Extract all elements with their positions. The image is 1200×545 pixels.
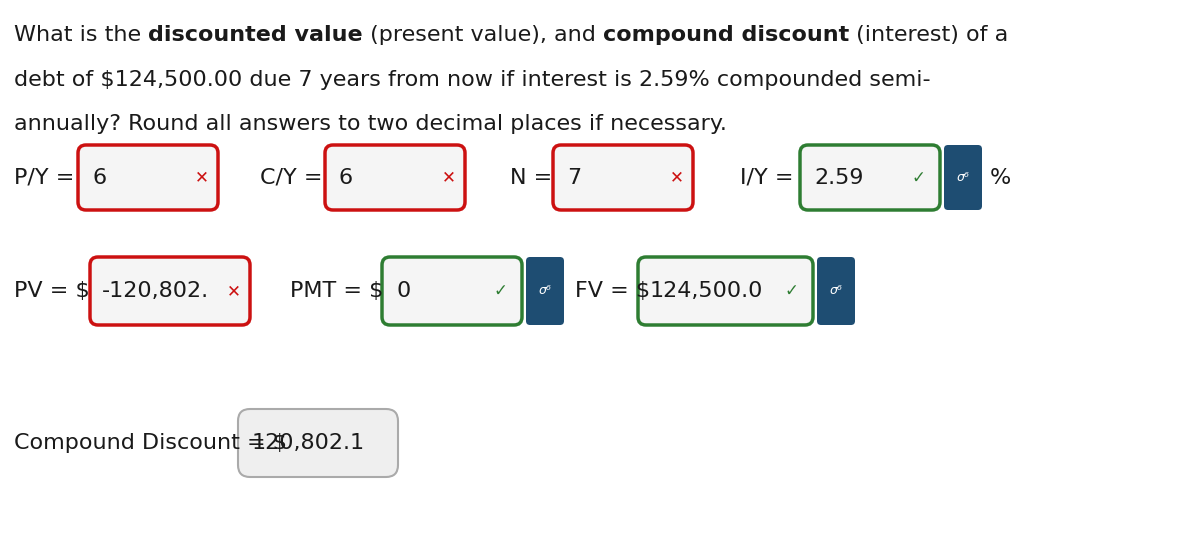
Text: (interest) of a: (interest) of a	[850, 25, 1008, 45]
FancyBboxPatch shape	[90, 257, 250, 325]
Text: annually? Round all answers to two decimal places if necessary.: annually? Round all answers to two decim…	[14, 114, 727, 134]
Text: %: %	[990, 167, 1012, 187]
Text: 124,500.0: 124,500.0	[650, 281, 763, 301]
Text: P/Y =: P/Y =	[14, 167, 74, 187]
Text: (present value), and: (present value), and	[362, 25, 602, 45]
FancyBboxPatch shape	[526, 257, 564, 325]
FancyBboxPatch shape	[78, 145, 218, 210]
FancyBboxPatch shape	[638, 257, 814, 325]
Text: 120,802.1: 120,802.1	[252, 433, 365, 453]
Text: debt of $124,500.00 due 7 years from now if interest is 2.59% compounded semi-: debt of $124,500.00 due 7 years from now…	[14, 70, 931, 90]
FancyBboxPatch shape	[382, 257, 522, 325]
Text: ✓: ✓	[493, 282, 506, 300]
FancyBboxPatch shape	[553, 145, 694, 210]
Text: 6: 6	[340, 167, 353, 187]
Text: ✕: ✕	[442, 168, 456, 186]
Text: C/Y =: C/Y =	[260, 167, 323, 187]
FancyBboxPatch shape	[325, 145, 466, 210]
Text: σ⁶: σ⁶	[829, 284, 842, 298]
Text: σ⁶: σ⁶	[539, 284, 552, 298]
Text: ✕: ✕	[196, 168, 209, 186]
Text: ✓: ✓	[784, 282, 798, 300]
Text: Compound Discount = $: Compound Discount = $	[14, 433, 287, 453]
Text: 6: 6	[92, 167, 106, 187]
Text: σ⁶: σ⁶	[956, 171, 970, 184]
Text: ✕: ✕	[227, 282, 241, 300]
FancyBboxPatch shape	[944, 145, 982, 210]
Text: compound discount: compound discount	[602, 25, 850, 45]
Text: ✓: ✓	[911, 168, 925, 186]
Text: FV = $: FV = $	[575, 281, 650, 301]
Text: I/Y =: I/Y =	[740, 167, 793, 187]
Text: -120,802.: -120,802.	[102, 281, 209, 301]
FancyBboxPatch shape	[800, 145, 940, 210]
Text: ✕: ✕	[670, 168, 684, 186]
Text: 7: 7	[568, 167, 581, 187]
FancyBboxPatch shape	[238, 409, 398, 477]
Text: 2.59: 2.59	[814, 167, 864, 187]
Text: 0: 0	[396, 281, 410, 301]
Text: discounted value: discounted value	[149, 25, 362, 45]
Text: PMT = $: PMT = $	[290, 281, 383, 301]
Text: N =: N =	[510, 167, 552, 187]
Text: What is the: What is the	[14, 25, 149, 45]
Text: PV = $: PV = $	[14, 281, 90, 301]
FancyBboxPatch shape	[817, 257, 854, 325]
